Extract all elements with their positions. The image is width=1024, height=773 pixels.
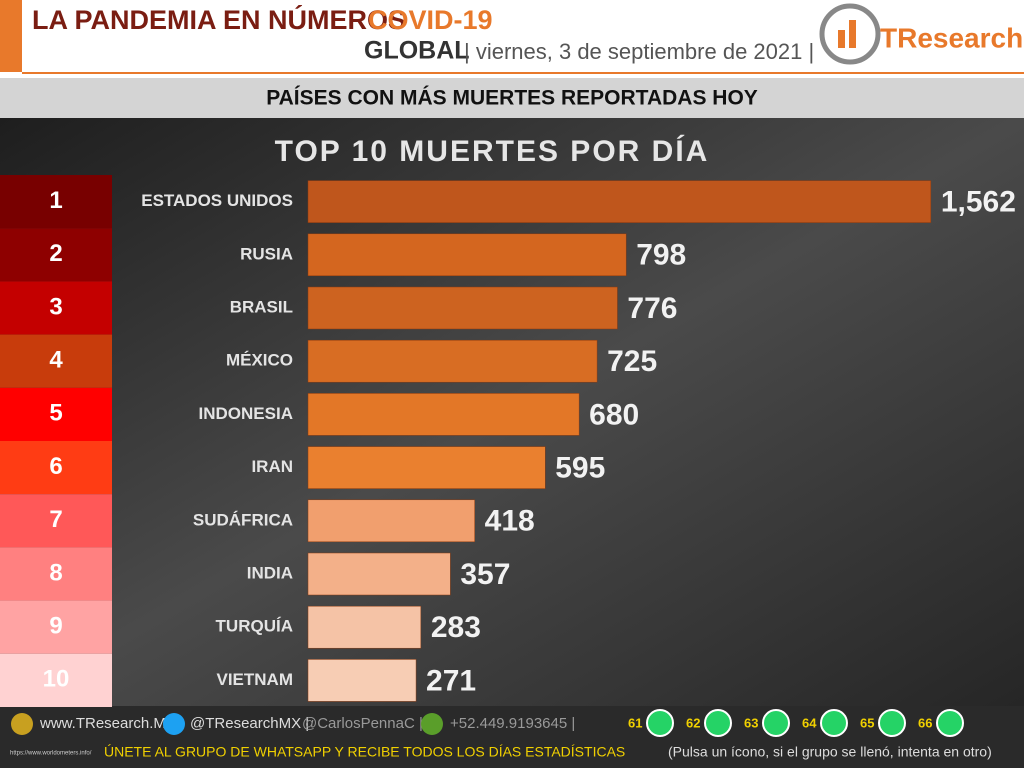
value-label: 271 bbox=[426, 664, 476, 697]
category-label: VIETNAM bbox=[217, 670, 294, 689]
logo-ring bbox=[819, 3, 881, 65]
header-highlight: COVID-19 bbox=[368, 5, 493, 35]
rank-cell bbox=[0, 228, 112, 282]
footer-cta: ÚNETE AL GRUPO DE WHATSAPP Y RECIBE TODO… bbox=[104, 744, 625, 760]
bar bbox=[307, 339, 598, 383]
logo-bar bbox=[838, 30, 845, 48]
rank-label: 7 bbox=[49, 506, 62, 533]
rank-label: 1 bbox=[49, 187, 62, 214]
value-label: 798 bbox=[636, 239, 686, 272]
footer-phone: +52.449.9193645 | bbox=[450, 715, 575, 732]
rank-label: 5 bbox=[49, 400, 62, 427]
bar bbox=[307, 659, 417, 702]
header-scope: GLOBAL bbox=[364, 37, 470, 65]
rank-label: 8 bbox=[49, 559, 62, 586]
group-number: 63 bbox=[744, 715, 758, 730]
rank-label: 3 bbox=[49, 293, 62, 320]
header-title: LA PANDEMIA EN NÚMEROS bbox=[32, 4, 406, 35]
whatsapp-icon[interactable] bbox=[820, 709, 848, 737]
footer-cta-note: (Pulsa un ícono, si el grupo se llenó, i… bbox=[668, 744, 992, 760]
footer-twitter[interactable]: @TResearchMX | bbox=[190, 715, 309, 732]
rank-label: 10 bbox=[43, 666, 70, 693]
group-number: 61 bbox=[628, 715, 642, 730]
bar bbox=[307, 233, 627, 277]
value-label: 595 bbox=[555, 452, 605, 485]
header-accent bbox=[0, 0, 22, 72]
value-label: 418 bbox=[485, 505, 535, 538]
value-label: 283 bbox=[431, 611, 481, 644]
logo-bar bbox=[849, 20, 856, 48]
rank-label: 2 bbox=[49, 240, 62, 267]
value-label: 680 bbox=[589, 398, 639, 431]
rank-cell bbox=[0, 175, 112, 229]
whatsapp-icon[interactable] bbox=[646, 709, 674, 737]
category-label: INDONESIA bbox=[199, 404, 293, 423]
value-label: 776 bbox=[627, 292, 677, 325]
whatsapp-icon[interactable] bbox=[936, 709, 964, 737]
bar bbox=[307, 393, 580, 436]
chart-title: TOP 10 MUERTES POR DÍA bbox=[275, 134, 710, 168]
bar bbox=[307, 180, 932, 223]
category-label: SUDÁFRICA bbox=[193, 510, 293, 529]
value-label: 725 bbox=[607, 345, 657, 378]
rank-cell bbox=[0, 494, 112, 548]
group-number: 62 bbox=[686, 715, 700, 730]
rank-cell bbox=[0, 653, 112, 707]
category-label: RUSIA bbox=[240, 244, 293, 263]
phone-icon bbox=[421, 713, 443, 735]
rank-cell bbox=[0, 334, 112, 388]
footer-source: https://www.worldometers.info/ bbox=[10, 751, 92, 757]
bar bbox=[307, 552, 451, 596]
group-number: 64 bbox=[802, 715, 817, 730]
whatsapp-icon[interactable] bbox=[762, 709, 790, 737]
category-label: INDIA bbox=[247, 563, 293, 582]
bar bbox=[307, 446, 546, 489]
bar bbox=[307, 499, 475, 543]
category-label: IRAN bbox=[251, 457, 293, 476]
whatsapp-icon[interactable] bbox=[704, 709, 732, 737]
subtitle-bg bbox=[0, 78, 1024, 118]
rank-label: 6 bbox=[49, 453, 62, 480]
header-date: | viernes, 3 de septiembre de 2021 | bbox=[464, 39, 814, 64]
value-label: 1,562 bbox=[941, 186, 1016, 219]
value-label: 357 bbox=[460, 558, 510, 591]
logo-text: TResearch bbox=[880, 22, 1023, 53]
rank-cell bbox=[0, 547, 112, 601]
bar bbox=[307, 605, 422, 649]
whatsapp-icon[interactable] bbox=[878, 709, 906, 737]
rank-cell bbox=[0, 387, 112, 441]
footer-web[interactable]: www.TResearch.Mx | bbox=[39, 715, 181, 732]
category-label: ESTADOS UNIDOS bbox=[141, 191, 293, 210]
rank-label: 9 bbox=[49, 613, 62, 640]
twitter-icon bbox=[163, 713, 185, 735]
group-number: 66 bbox=[918, 715, 932, 730]
web-icon bbox=[11, 713, 33, 735]
rank-cell bbox=[0, 441, 112, 495]
category-label: BRASIL bbox=[230, 297, 293, 316]
subtitle: PAÍSES CON MÁS MUERTES REPORTADAS HOY bbox=[266, 87, 758, 110]
rank-label: 4 bbox=[49, 347, 63, 374]
bar bbox=[307, 286, 618, 330]
category-label: TURQUÍA bbox=[216, 617, 293, 636]
category-label: MÉXICO bbox=[226, 351, 293, 370]
group-number: 65 bbox=[860, 715, 874, 730]
footer-twitter2[interactable]: @CarlosPennaC | bbox=[302, 715, 423, 732]
rank-cell bbox=[0, 281, 112, 335]
rank-cell bbox=[0, 600, 112, 654]
